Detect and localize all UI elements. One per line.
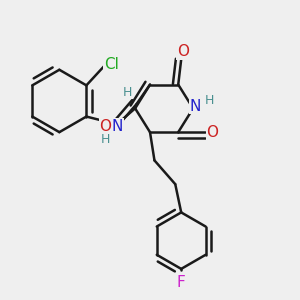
Text: N: N xyxy=(190,98,201,113)
Text: O: O xyxy=(206,125,218,140)
Text: H: H xyxy=(123,85,132,98)
Text: N: N xyxy=(112,119,123,134)
Text: Cl: Cl xyxy=(104,57,119,72)
Text: F: F xyxy=(177,275,186,290)
Text: H: H xyxy=(205,94,214,107)
Text: O: O xyxy=(177,44,189,59)
Text: H: H xyxy=(101,133,110,146)
Text: O: O xyxy=(99,119,111,134)
